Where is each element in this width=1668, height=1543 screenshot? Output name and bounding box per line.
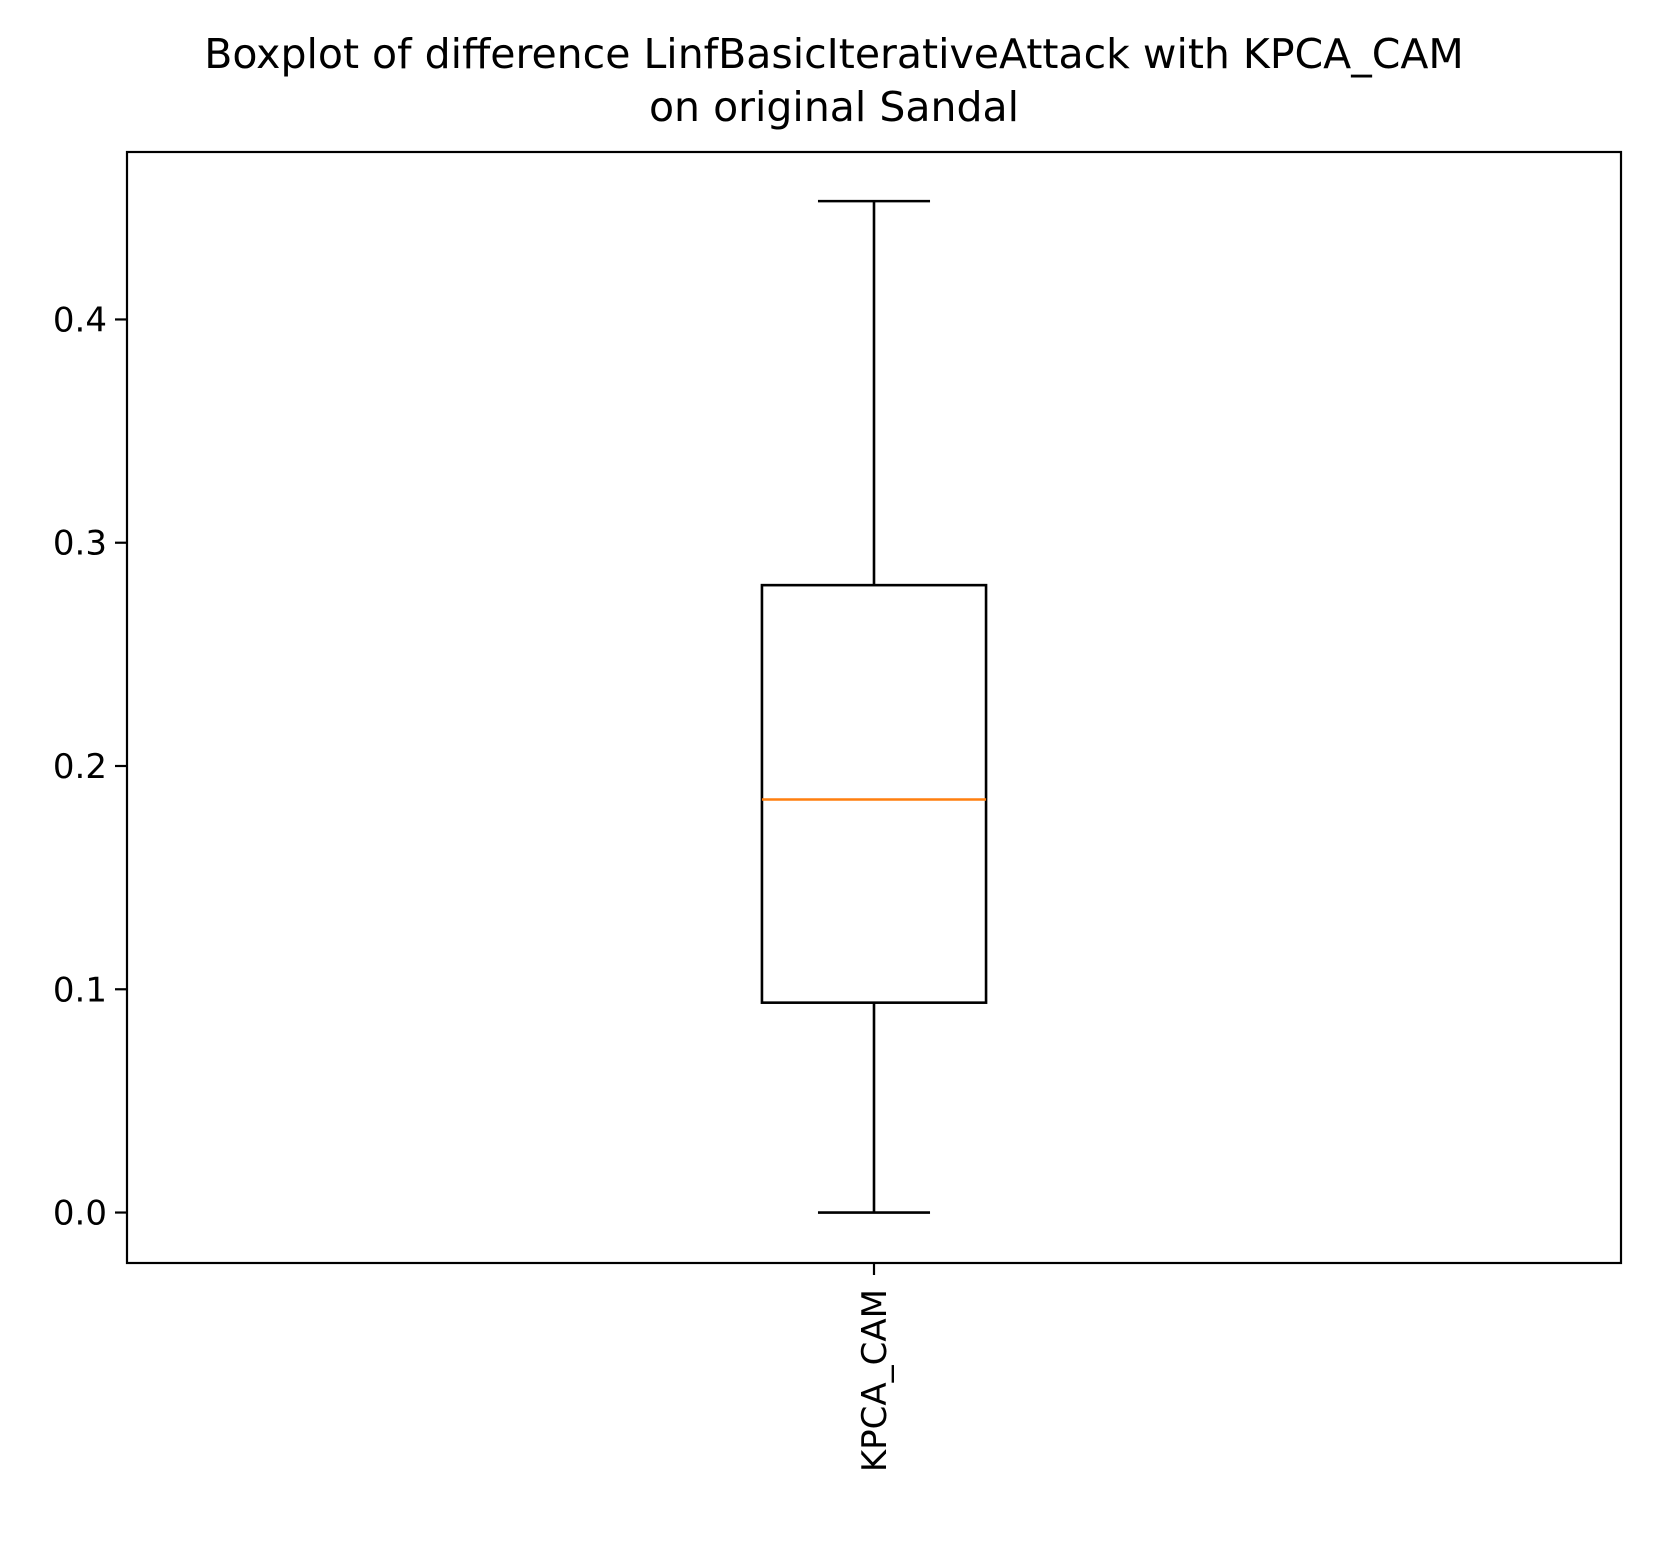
y-tick-label: 0.4: [53, 300, 107, 340]
box-iqr: [760, 583, 988, 1004]
chart-title-line-1: Boxplot of difference LinfBasicIterative…: [204, 30, 1464, 78]
x-tick-label: KPCA_CAM: [855, 1289, 895, 1472]
y-tick-label: 0.1: [53, 970, 107, 1010]
y-tick-label: 0.2: [53, 747, 107, 787]
y-tick-label: 0.0: [53, 1194, 107, 1234]
y-tick-label: 0.3: [53, 524, 107, 564]
chart-title-line-2: on original Sandal: [648, 83, 1020, 131]
